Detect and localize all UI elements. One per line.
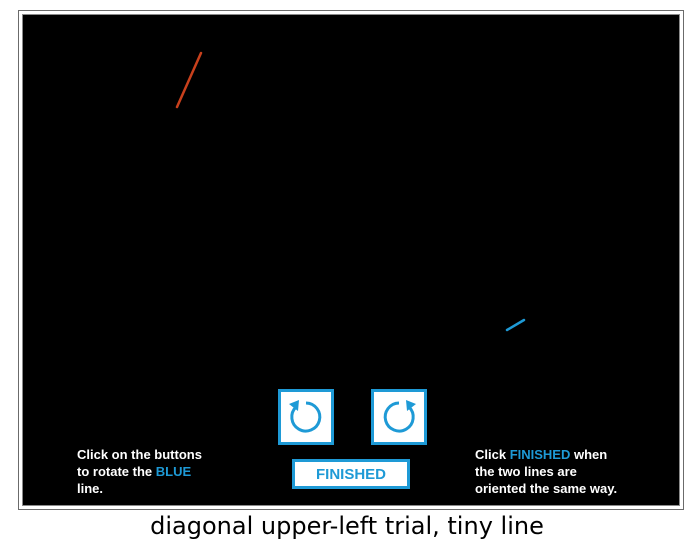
instruction-line: to rotate the BLUE	[77, 463, 237, 480]
instruction-text: Click	[475, 447, 510, 462]
adjustable-blue-line	[505, 318, 526, 332]
task-stage: FINISHED Click on the buttons to rotate …	[20, 12, 682, 508]
instructions-right: Click FINISHED when the two lines are or…	[475, 446, 665, 497]
instruction-line: oriented the same way.	[475, 481, 618, 496]
rotate-clockwise-button[interactable]	[371, 389, 427, 445]
rotate-clockwise-icon	[383, 400, 416, 433]
rotate-counterclockwise-icon	[289, 400, 322, 433]
finished-highlight: FINISHED	[509, 447, 571, 462]
finished-button-label: FINISHED	[315, 465, 386, 483]
rotate-counterclockwise-button[interactable]	[278, 389, 334, 445]
instruction-line: Click on the buttons	[77, 447, 202, 462]
instruction-line: line.	[77, 481, 104, 496]
instructions-left: Click on the buttons to rotate the BLUE …	[77, 446, 237, 497]
blue-highlight: BLUE	[155, 464, 192, 479]
instruction-text: when	[570, 447, 608, 462]
instruction-line: the two lines are	[475, 464, 577, 479]
instruction-text: to rotate the	[77, 464, 156, 479]
trial-caption: diagonal upper-left trial, tiny line	[150, 512, 544, 540]
finished-button[interactable]: FINISHED	[292, 459, 410, 489]
lines-canvas	[175, 51, 526, 332]
reference-line	[175, 51, 203, 109]
instruction-line: Click FINISHED when	[475, 446, 665, 463]
